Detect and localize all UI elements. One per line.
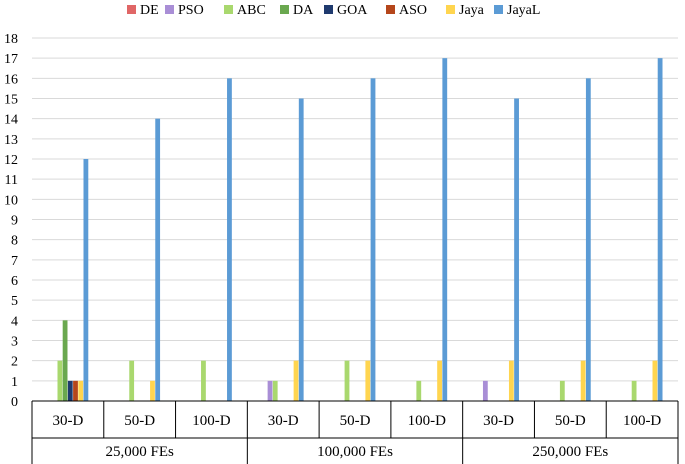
legend-label-goa: GOA bbox=[337, 3, 368, 18]
x-tick-label-2: 50-D bbox=[124, 413, 155, 429]
legend-label-pso: PSO bbox=[178, 3, 204, 18]
bar-jaya-5 bbox=[365, 360, 371, 401]
y-tick-label-1: 1 bbox=[11, 375, 18, 390]
legend-swatch-pso bbox=[165, 5, 174, 14]
legend-swatch-goa bbox=[324, 5, 333, 14]
legend: DE PSO ABC DA GOA ASO Jaya JayaL bbox=[127, 3, 540, 18]
legend-label-jaya: Jaya bbox=[459, 3, 485, 18]
bar-jaya-7 bbox=[508, 360, 514, 401]
bar-jayal-9 bbox=[657, 58, 663, 402]
bar-pso-7 bbox=[482, 380, 488, 401]
y-tick-label-18: 18 bbox=[4, 32, 18, 47]
bar-abc-3 bbox=[201, 360, 206, 401]
bar-aso-1 bbox=[73, 380, 78, 401]
bar-jayal-3 bbox=[227, 78, 232, 401]
bar-jaya-4 bbox=[293, 360, 299, 401]
y-tick-label-5: 5 bbox=[11, 294, 18, 309]
y-tick-label-7: 7 bbox=[11, 254, 18, 269]
y-tick-label-17: 17 bbox=[4, 52, 18, 67]
bar-abc-5 bbox=[344, 360, 350, 401]
x-tick-label-6: 100-D bbox=[408, 413, 446, 429]
bar-abc-9 bbox=[631, 380, 637, 401]
y-tick-label-2: 2 bbox=[11, 355, 18, 370]
x-tick-label-8: 50-D bbox=[555, 413, 586, 429]
legend-swatch-da bbox=[280, 5, 289, 14]
bar-abc-2 bbox=[129, 360, 135, 401]
legend-swatch-abc bbox=[224, 5, 233, 14]
y-tick-label-12: 12 bbox=[4, 153, 18, 168]
legend-swatch-jaya bbox=[446, 5, 455, 14]
legend-swatch-de bbox=[127, 5, 136, 14]
bar-jayal-1 bbox=[83, 159, 89, 401]
bar-abc-8 bbox=[559, 380, 565, 401]
bars bbox=[57, 58, 663, 402]
x-axis: 30-D 50-D 100-D 30-D 50-D 100-D 30-D 50-D 100-D 2… bbox=[31, 400, 679, 464]
bar-goa-1 bbox=[67, 380, 73, 401]
x-tick-label-7: 30-D bbox=[483, 413, 514, 429]
y-tick-label-6: 6 bbox=[11, 274, 18, 289]
x-tick-label-1: 30-D bbox=[52, 413, 83, 429]
legend-label-abc: ABC bbox=[237, 3, 266, 18]
x-tick-label-4: 30-D bbox=[268, 413, 299, 429]
bar-pso-4 bbox=[267, 380, 273, 401]
group-label-100-000-fes: 100,000 FEs bbox=[317, 444, 393, 460]
bar-jaya-9 bbox=[652, 360, 658, 401]
x-tick-label-9: 100-D bbox=[623, 413, 661, 429]
y-tick-label-11: 11 bbox=[5, 173, 18, 188]
legend-label-da: DA bbox=[293, 3, 314, 18]
group-label-25-000-fes: 25,000 FEs bbox=[105, 444, 174, 460]
bar-jayal-4 bbox=[298, 98, 304, 401]
y-tick-label-13: 13 bbox=[4, 133, 18, 148]
legend-label-aso: ASO bbox=[399, 3, 427, 18]
bar-jayal-2 bbox=[155, 118, 161, 402]
legend-label-de: DE bbox=[140, 3, 159, 18]
y-tick-label-8: 8 bbox=[11, 234, 18, 249]
bar-jaya-2 bbox=[150, 380, 155, 401]
bar-abc-1 bbox=[57, 360, 63, 401]
y-tick-label-15: 15 bbox=[4, 93, 18, 108]
y-tick-label-0: 0 bbox=[11, 395, 18, 410]
y-tick-label-14: 14 bbox=[4, 113, 18, 128]
legend-swatch-jayal bbox=[494, 5, 503, 14]
bar-jayal-8 bbox=[585, 78, 591, 401]
group-label-250-000-fes: 250,000 FEs bbox=[532, 444, 608, 460]
legend-swatch-aso bbox=[386, 5, 395, 14]
bar-jaya-1 bbox=[78, 380, 84, 401]
bar-jayal-6 bbox=[442, 58, 448, 402]
y-tick-label-10: 10 bbox=[4, 193, 18, 208]
bar-jayal-5 bbox=[370, 78, 376, 401]
legend-label-jayal: JayaL bbox=[507, 3, 540, 18]
bar-jaya-8 bbox=[580, 360, 586, 401]
gridlines bbox=[32, 37, 678, 402]
bar-jayal-7 bbox=[514, 98, 519, 401]
bar-da-1 bbox=[62, 320, 68, 401]
x-tick-label-3: 100-D bbox=[192, 413, 230, 429]
bar-jaya-6 bbox=[437, 360, 442, 401]
y-tick-label-3: 3 bbox=[11, 335, 18, 350]
y-tick-label-16: 16 bbox=[4, 72, 18, 87]
x-tick-label-5: 50-D bbox=[340, 413, 371, 429]
y-tick-label-4: 4 bbox=[11, 314, 18, 329]
bar-abc-4 bbox=[272, 380, 278, 401]
bar-abc-6 bbox=[416, 380, 422, 401]
y-tick-label-9: 9 bbox=[11, 214, 18, 229]
